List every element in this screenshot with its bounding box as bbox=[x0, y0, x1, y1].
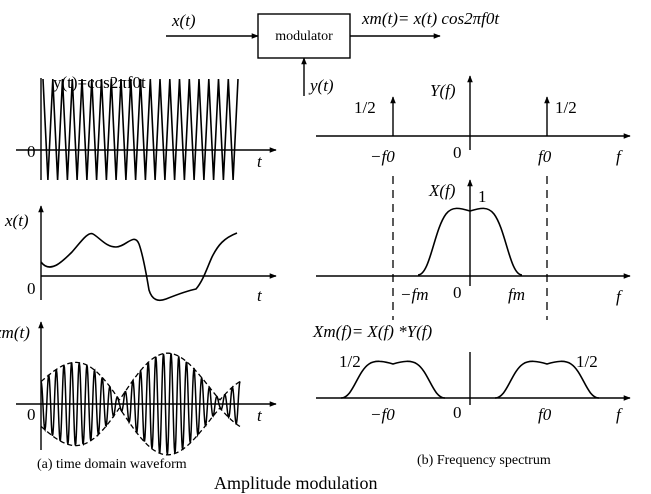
modulated-t-label: t bbox=[257, 406, 263, 425]
caption-frequency-spectrum: (b) Frequency spectrum bbox=[417, 453, 551, 468]
upper-envelope-curve bbox=[40, 352, 241, 401]
carrier-input-label: y(t) bbox=[308, 76, 334, 95]
X-peak-value: 1 bbox=[478, 187, 487, 206]
carrier-t-label: t bbox=[257, 152, 263, 171]
impulse-neg-value: 1/2 bbox=[354, 98, 376, 117]
Y-origin: 0 bbox=[453, 143, 462, 162]
Xm-origin: 0 bbox=[453, 403, 462, 422]
figure-title: Amplitude modulation bbox=[214, 473, 378, 493]
Y-pos-f0-label: f0 bbox=[538, 147, 552, 166]
X-origin: 0 bbox=[453, 283, 462, 302]
modulated-spectrum-plot: Xm(f)= X(f) *Y(f) 1/2 1/2 −f0 0 f0 f bbox=[312, 322, 631, 424]
Y-f-label: f bbox=[616, 147, 623, 166]
modulator-label: modulator bbox=[275, 29, 333, 44]
X-neg-fm-label: −fm bbox=[400, 285, 428, 304]
output-label: xm(t)= x(t) cos2πf0t bbox=[361, 9, 500, 28]
lower-sideband-curve bbox=[340, 360, 446, 399]
modulated-label: xm(t) bbox=[0, 323, 30, 342]
Y-neg-f0-label: −f0 bbox=[370, 147, 395, 166]
message-origin: 0 bbox=[27, 279, 36, 298]
Y-label: Y(f) bbox=[430, 81, 456, 100]
modulated-origin: 0 bbox=[27, 405, 36, 424]
lower-envelope-curve bbox=[40, 407, 241, 456]
impulse-pos-value: 1/2 bbox=[555, 98, 577, 117]
message-spectrum-curve bbox=[417, 207, 523, 276]
X-pos-fm-label: fm bbox=[508, 285, 525, 304]
X-label: X(f) bbox=[428, 181, 456, 200]
message-waveform-plot: x(t) 0 t bbox=[4, 205, 277, 305]
Xm-neg-f0-label: −f0 bbox=[370, 405, 395, 424]
message-t-label: t bbox=[257, 286, 263, 305]
Xm-f-label: f bbox=[616, 405, 623, 424]
message-spectrum-plot: X(f) 1 −fm 0 fm f bbox=[316, 179, 631, 306]
modulated-waveform-plot: xm(t) 0 t bbox=[0, 321, 277, 456]
modulator-block-diagram: x(t) modulator xm(t)= x(t) cos2πf0t y(t) bbox=[166, 9, 500, 96]
Xm-pos-f0-label: f0 bbox=[538, 405, 552, 424]
carrier-spectrum-plot: Y(f) 1/2 1/2 −f0 0 f0 f bbox=[316, 75, 631, 166]
message-signal-curve bbox=[40, 232, 238, 302]
input-label: x(t) bbox=[171, 11, 196, 30]
carrier-label: y(t)=cos2πf0t bbox=[53, 73, 146, 92]
caption-time-domain: (a) time domain waveform bbox=[37, 457, 187, 472]
carrier-cosine-curve bbox=[42, 78, 239, 181]
message-label: x(t) bbox=[4, 211, 29, 230]
upper-sideband-curve bbox=[494, 360, 600, 399]
carrier-origin: 0 bbox=[27, 142, 36, 161]
Xm-right-value: 1/2 bbox=[576, 352, 598, 371]
carrier-waveform-plot: y(t)=cos2πf0t 0 t bbox=[16, 73, 277, 181]
Xm-left-value: 1/2 bbox=[339, 352, 361, 371]
X-f-label: f bbox=[616, 287, 623, 306]
Xm-label: Xm(f)= X(f) *Y(f) bbox=[312, 322, 432, 341]
